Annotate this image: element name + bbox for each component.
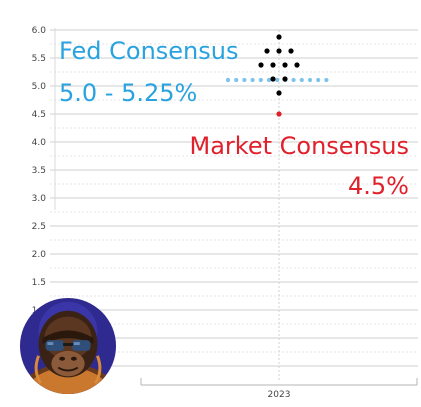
y-tick-label: 6.0 (32, 26, 47, 36)
x-tick-label: 2023 (268, 390, 291, 400)
reference-dot (258, 77, 263, 83)
y-tick-label: 2.0 (32, 250, 47, 260)
fed-consensus-range: 5.0 - 5.25% (59, 79, 198, 107)
y-tick-label: 4.0 (32, 138, 47, 148)
y-tick-label: 5.5 (32, 54, 46, 64)
y-tick-label: 3.0 (32, 194, 47, 204)
x-axis: 2023 (140, 378, 418, 400)
reference-dot (307, 77, 313, 83)
fed-dot-plot-dot (276, 90, 282, 96)
chart-grid (50, 28, 418, 380)
reference-dot (242, 77, 247, 83)
fed-consensus-title: Fed Consensus (59, 37, 239, 65)
reference-dot (324, 77, 329, 83)
reference-dot (291, 77, 296, 83)
reference-dot (316, 77, 321, 83)
y-tick-label: 3.5 (32, 166, 46, 176)
y-tick-label: 2.5 (32, 222, 46, 232)
fed-dot-plot-dot (276, 34, 282, 40)
gorilla-avatar-icon (19, 297, 117, 395)
fed-dot-plot-dot (258, 62, 264, 68)
reference-dot (275, 77, 280, 83)
chart-dots (258, 34, 300, 117)
market-consensus-dot (276, 111, 282, 117)
reference-dot (250, 77, 255, 83)
fed-dot-plot-dot (270, 76, 276, 82)
y-axis-tick-labels: 6.05.55.04.54.03.53.02.52.01.51.0 (32, 26, 47, 316)
fed-dot-plot-dot (270, 62, 276, 68)
fed-dot-plot-dot (282, 76, 288, 82)
y-tick-label: 1.5 (32, 278, 46, 288)
reference-dot (225, 77, 231, 83)
fed-dot-plot-dot (264, 48, 270, 54)
reference-dot (299, 77, 304, 83)
fed-dot-plot-dot (276, 48, 282, 54)
y-tick-label: 4.5 (32, 110, 46, 120)
market-consensus-value: 4.5% (348, 172, 409, 200)
fed-consensus-reference-line (225, 77, 329, 83)
fed-dot-plot-dot (282, 62, 288, 68)
fed-dot-plot-dot (294, 62, 300, 68)
reference-dot (234, 77, 239, 83)
market-consensus-title: Market Consensus (189, 132, 409, 160)
y-tick-label: 5.0 (32, 82, 47, 92)
fed-dot-plot-dot (288, 48, 294, 54)
reference-dot (266, 77, 272, 83)
